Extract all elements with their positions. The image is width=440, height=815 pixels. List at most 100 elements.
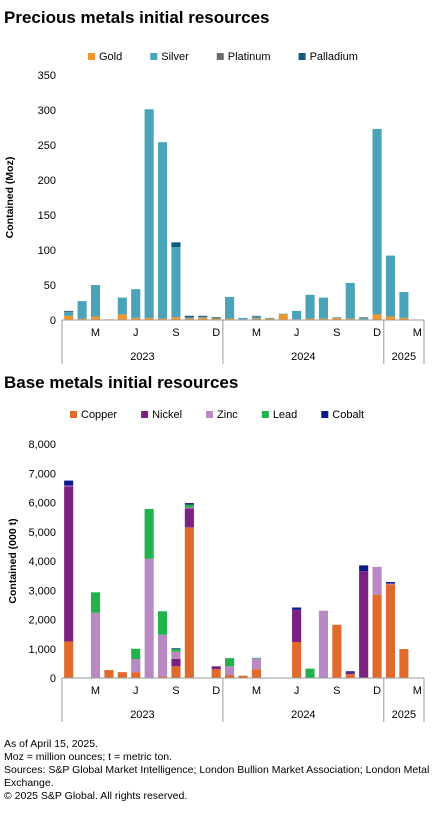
base-bar-cobalt-0 (64, 480, 74, 486)
base-bar-copper-0 (64, 641, 74, 678)
precious-bar-gold-9 (184, 318, 194, 320)
base-bar-zinc-0 (64, 485, 74, 487)
precious-bar-gold-5 (131, 317, 141, 320)
base-y-axis-label: Contained (000 t) (7, 518, 19, 603)
precious-bar-gold-21 (345, 318, 355, 320)
base-bar-zinc-7 (158, 634, 168, 677)
base-y-tick-5: 5,000 (28, 527, 56, 539)
base-bar-lead-12 (225, 658, 235, 667)
base-bar-zinc-8 (171, 651, 181, 659)
precious-legend-swatch-2 (216, 53, 224, 60)
base-x-tick-3: D (212, 685, 220, 697)
base-bar-cobalt-21 (345, 671, 355, 673)
precious-bar-silver-12 (225, 296, 235, 319)
precious-legend-label-3: Palladium (310, 51, 358, 63)
base-x-tick-7: D (373, 685, 381, 697)
base-legend-swatch-1 (141, 411, 149, 418)
base-x-tick-2: S (172, 685, 179, 697)
base-bar-copper-23 (372, 594, 382, 678)
precious-x-tick-5: J (294, 327, 300, 339)
precious-bar-silver-9 (184, 317, 194, 319)
precious-bar-platinum-22 (359, 317, 369, 318)
precious-bar-silver-20 (332, 317, 342, 318)
base-legend-swatch-0 (70, 411, 77, 418)
precious-bar-palladium-10 (198, 315, 208, 317)
precious-x-tick-8: M (413, 327, 422, 339)
precious-bar-gold-24 (385, 316, 396, 320)
base-x-tick-8: M (413, 685, 422, 697)
precious-bar-silver-21 (345, 282, 355, 319)
precious-x-tick-6: S (333, 327, 340, 339)
note-sources: Sources: S&P Global Market Intelligence;… (4, 764, 430, 789)
base-year-label-2: 2025 (392, 709, 416, 721)
precious-bar-silver-7 (158, 142, 168, 319)
precious-legend-swatch-3 (298, 53, 306, 60)
precious-chart-title: Precious metals initial resources (4, 8, 270, 27)
base-metals-chart: Copper Nickel Zinc Lead Cobalt Contained (000… (7, 409, 425, 722)
precious-legend-label-2: Platinum (228, 51, 271, 63)
base-legend-swatch-3 (261, 411, 269, 418)
base-bar-lead-5 (131, 648, 141, 659)
base-y-tick-8: 8,000 (28, 439, 56, 451)
base-y-tick-2: 2,000 (28, 615, 56, 627)
precious-x-tick-7: D (373, 327, 381, 339)
base-bar-lead-6 (144, 508, 154, 559)
base-legend-label-4: Cobalt (332, 409, 364, 421)
base-bar-zinc-24 (385, 583, 396, 585)
precious-legend-swatch-1 (150, 53, 158, 60)
base-legend-swatch-2 (206, 411, 214, 418)
precious-bar-gold-18 (305, 318, 315, 320)
base-bar-copper-3 (104, 670, 114, 678)
base-bar-lead-2 (90, 592, 101, 613)
precious-y-tick-0: 0 (50, 315, 56, 327)
precious-bar-gold-23 (372, 314, 382, 320)
precious-bar-silver-6 (144, 109, 154, 318)
precious-bar-silver-4 (117, 297, 127, 315)
precious-legend-label-1: Silver (161, 51, 189, 63)
precious-year-label-0: 2023 (130, 351, 154, 363)
base-bar-zinc-14 (251, 658, 261, 670)
base-bar-nickel-0 (64, 486, 74, 642)
base-bar-copper-8 (171, 666, 181, 678)
base-x-tick-1: J (133, 685, 139, 697)
footnotes: As of April 15, 2025. Moz = million ounc… (4, 738, 436, 803)
base-bar-cobalt-17 (292, 607, 302, 610)
base-bar-zinc-6 (144, 558, 154, 678)
precious-bar-platinum-0 (64, 311, 74, 313)
note-date: As of April 15, 2025. (4, 738, 98, 750)
precious-bar-silver-13 (238, 317, 248, 320)
precious-x-tick-2: S (172, 327, 179, 339)
precious-bar-gold-19 (318, 318, 329, 320)
base-bar-copper-24 (385, 584, 396, 678)
precious-x-tick-1: J (133, 327, 139, 339)
base-bar-copper-20 (332, 624, 342, 678)
note-copyright: © 2025 S&P Global. All rights reserved. (4, 790, 188, 802)
base-bar-copper-14 (251, 669, 261, 678)
precious-bar-gold-16 (278, 314, 288, 320)
base-bar-zinc-5 (131, 658, 141, 673)
precious-bar-gold-2 (90, 316, 101, 320)
precious-x-tick-0: M (91, 327, 100, 339)
base-legend-label-0: Copper (81, 409, 117, 421)
precious-bar-silver-2 (90, 285, 101, 317)
base-bar-nickel-8 (171, 658, 181, 667)
precious-bar-silver-18 (305, 294, 315, 319)
base-chart-title: Base metals initial resources (4, 373, 239, 392)
base-bar-copper-5 (131, 672, 141, 678)
base-bar-nickel-22 (359, 571, 369, 678)
precious-bar-palladium-11 (211, 317, 221, 318)
precious-bar-palladium-9 (184, 315, 194, 318)
precious-bar-gold-14 (251, 318, 261, 320)
precious-bar-platinum-9 (184, 317, 194, 318)
precious-year-label-2: 2025 (392, 351, 416, 363)
precious-bar-gold-7 (158, 318, 168, 320)
base-x-tick-5: J (294, 685, 300, 697)
precious-bar-gold-0 (64, 315, 74, 320)
precious-bar-gold-8 (171, 317, 181, 320)
base-bar-copper-12 (225, 675, 235, 678)
base-bar-nickel-17 (292, 609, 302, 643)
precious-y-tick-7: 350 (38, 70, 56, 82)
base-x-tick-6: S (333, 685, 340, 697)
base-bar-zinc-19 (318, 610, 329, 678)
base-bar-cobalt-9 (184, 503, 194, 505)
